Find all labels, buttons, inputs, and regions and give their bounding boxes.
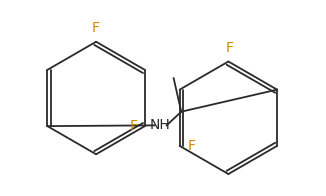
- Text: F: F: [226, 41, 234, 55]
- Text: F: F: [187, 139, 195, 153]
- Text: NH: NH: [150, 118, 170, 132]
- Text: F: F: [92, 21, 100, 35]
- Text: F: F: [129, 119, 137, 133]
